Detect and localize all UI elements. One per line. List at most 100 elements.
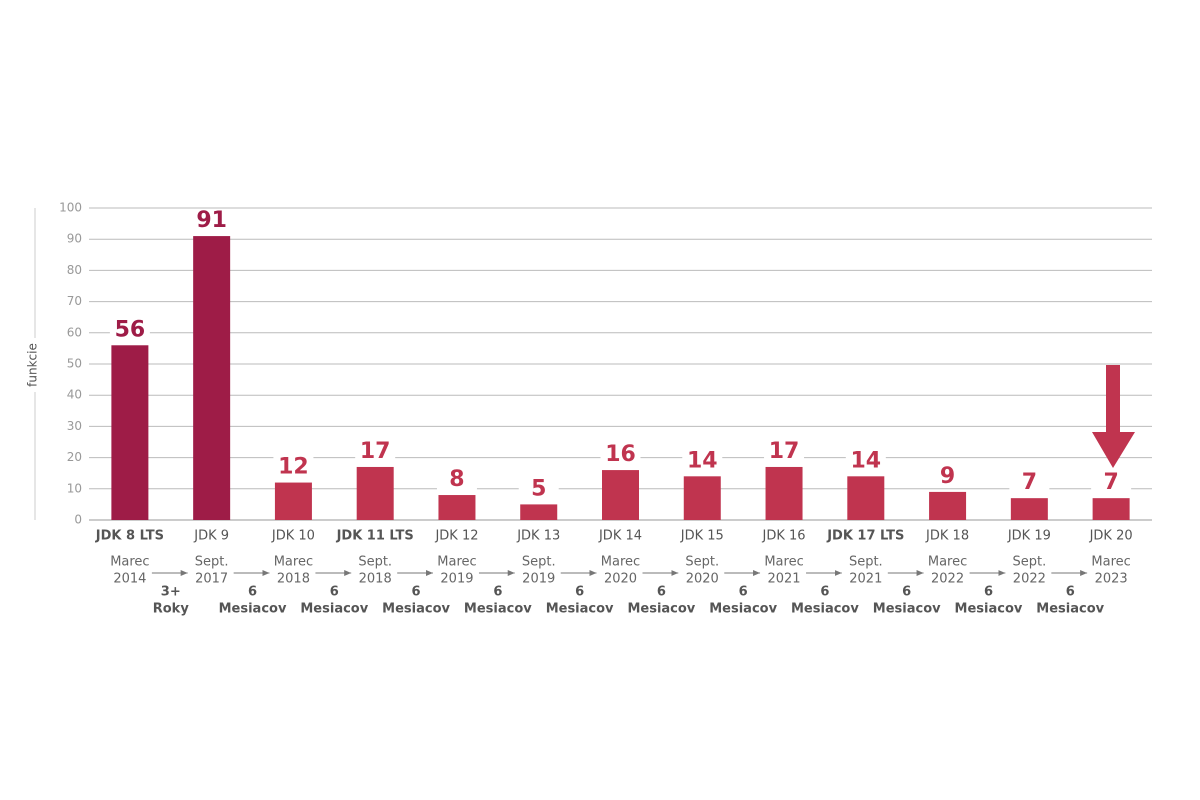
y-tick-label: 40 [67, 388, 82, 402]
x-tick-label: JDK 10 [271, 529, 315, 544]
release-date: Sept. [685, 555, 719, 570]
value-label: 56 [115, 317, 146, 342]
x-tick-label: JDK 15 [680, 529, 724, 544]
interval-label: Roky [153, 602, 190, 617]
interval-label: Mesiacov [546, 602, 614, 617]
arrow-shaft [1106, 365, 1120, 433]
release-date: 2020 [686, 572, 719, 587]
arrow-head [1092, 432, 1135, 468]
value-label-bg [191, 210, 232, 233]
y-tick-label: 20 [67, 450, 82, 464]
y-tick-label: 80 [67, 263, 82, 277]
interval-label: 6 [1066, 585, 1075, 600]
value-label: 7 [1103, 470, 1118, 495]
bar [111, 345, 149, 520]
interval-label: Mesiacov [300, 602, 368, 617]
y-tick-label: 70 [67, 294, 82, 308]
release-date: Sept. [522, 555, 556, 570]
value-label: 9 [940, 464, 955, 489]
interval-label: 6 [657, 585, 666, 600]
release-date: Marec [1091, 555, 1130, 570]
interval-label: Mesiacov [955, 602, 1023, 617]
highlight-arrow [1092, 365, 1135, 468]
value-label-bg [600, 444, 641, 467]
release-date: 2014 [113, 572, 146, 587]
value-label-bg [1091, 472, 1132, 495]
value-label: 14 [687, 448, 718, 473]
value-label: 91 [196, 208, 227, 233]
value-label: 8 [449, 467, 464, 492]
release-date: 2019 [522, 572, 555, 587]
y-tick-label: 0 [74, 513, 82, 527]
y-tick-label: 100 [59, 201, 82, 215]
release-date: 2022 [1013, 572, 1046, 587]
value-label-bg [682, 450, 723, 473]
x-tick-label: JDK 9 [193, 529, 229, 544]
release-date: 2020 [604, 572, 637, 587]
x-tick-label: JDK 20 [1089, 529, 1133, 544]
bar [765, 466, 803, 520]
release-date: 2023 [1095, 572, 1128, 587]
release-date: Sept. [195, 555, 229, 570]
release-date: Marec [601, 555, 640, 570]
value-label: 17 [360, 439, 391, 464]
release-date: 2019 [440, 572, 473, 587]
interval-label: 6 [902, 585, 911, 600]
release-date: 2017 [195, 572, 228, 587]
x-tick-label: JDK 19 [1007, 529, 1051, 544]
x-tick-label: JDK 13 [516, 529, 560, 544]
interval-label: 6 [820, 585, 829, 600]
interval-label: Mesiacov [791, 602, 859, 617]
interval-label: 6 [412, 585, 421, 600]
bar [1092, 498, 1130, 520]
value-label-bg [436, 469, 477, 492]
value-label-bg [355, 440, 396, 463]
interval-label: 6 [739, 585, 748, 600]
x-tick-label: JDK 12 [434, 529, 478, 544]
value-label: 16 [605, 442, 636, 467]
value-label: 17 [769, 439, 800, 464]
y-tick-label: 50 [67, 357, 82, 371]
interval-label: Mesiacov [627, 602, 695, 617]
value-label-bg [845, 450, 886, 473]
x-tick-label: JDK 11 LTS [336, 529, 414, 544]
release-date: Marec [437, 555, 476, 570]
interval-label: Mesiacov [1036, 602, 1104, 617]
x-tick-label: JDK 18 [925, 529, 969, 544]
release-date: 2018 [277, 572, 310, 587]
release-date: 2021 [849, 572, 882, 587]
y-tick-label: 60 [67, 325, 82, 339]
release-date: Sept. [358, 555, 392, 570]
release-date: 2021 [767, 572, 800, 587]
release-date: Sept. [849, 555, 883, 570]
bar [929, 491, 967, 520]
release-date: Sept. [1012, 555, 1046, 570]
release-date: Marec [274, 555, 313, 570]
interval-label: 6 [248, 585, 257, 600]
bar [438, 495, 476, 520]
bar [356, 466, 394, 520]
interval-label: Mesiacov [219, 602, 287, 617]
x-tick-label: JDK 17 LTS [826, 529, 904, 544]
value-label-bg [273, 456, 314, 479]
release-date: Marec [928, 555, 967, 570]
value-label: 14 [850, 448, 881, 473]
y-axis-label: funkcie [26, 343, 40, 387]
interval-label: Mesiacov [464, 602, 532, 617]
value-label-bg [764, 440, 805, 463]
y-tick-label: 10 [67, 481, 82, 495]
interval-label: Mesiacov [709, 602, 777, 617]
interval-label: Mesiacov [873, 602, 941, 617]
value-label-bg [109, 319, 150, 342]
release-date: Marec [764, 555, 803, 570]
value-label: 7 [1022, 470, 1037, 495]
x-tick-label: JDK 14 [598, 529, 642, 544]
release-date: Marec [110, 555, 149, 570]
value-label-bg [1009, 472, 1050, 495]
release-date: 2018 [359, 572, 392, 587]
bar [847, 476, 885, 520]
bar [683, 476, 721, 520]
interval-label: 6 [330, 585, 339, 600]
